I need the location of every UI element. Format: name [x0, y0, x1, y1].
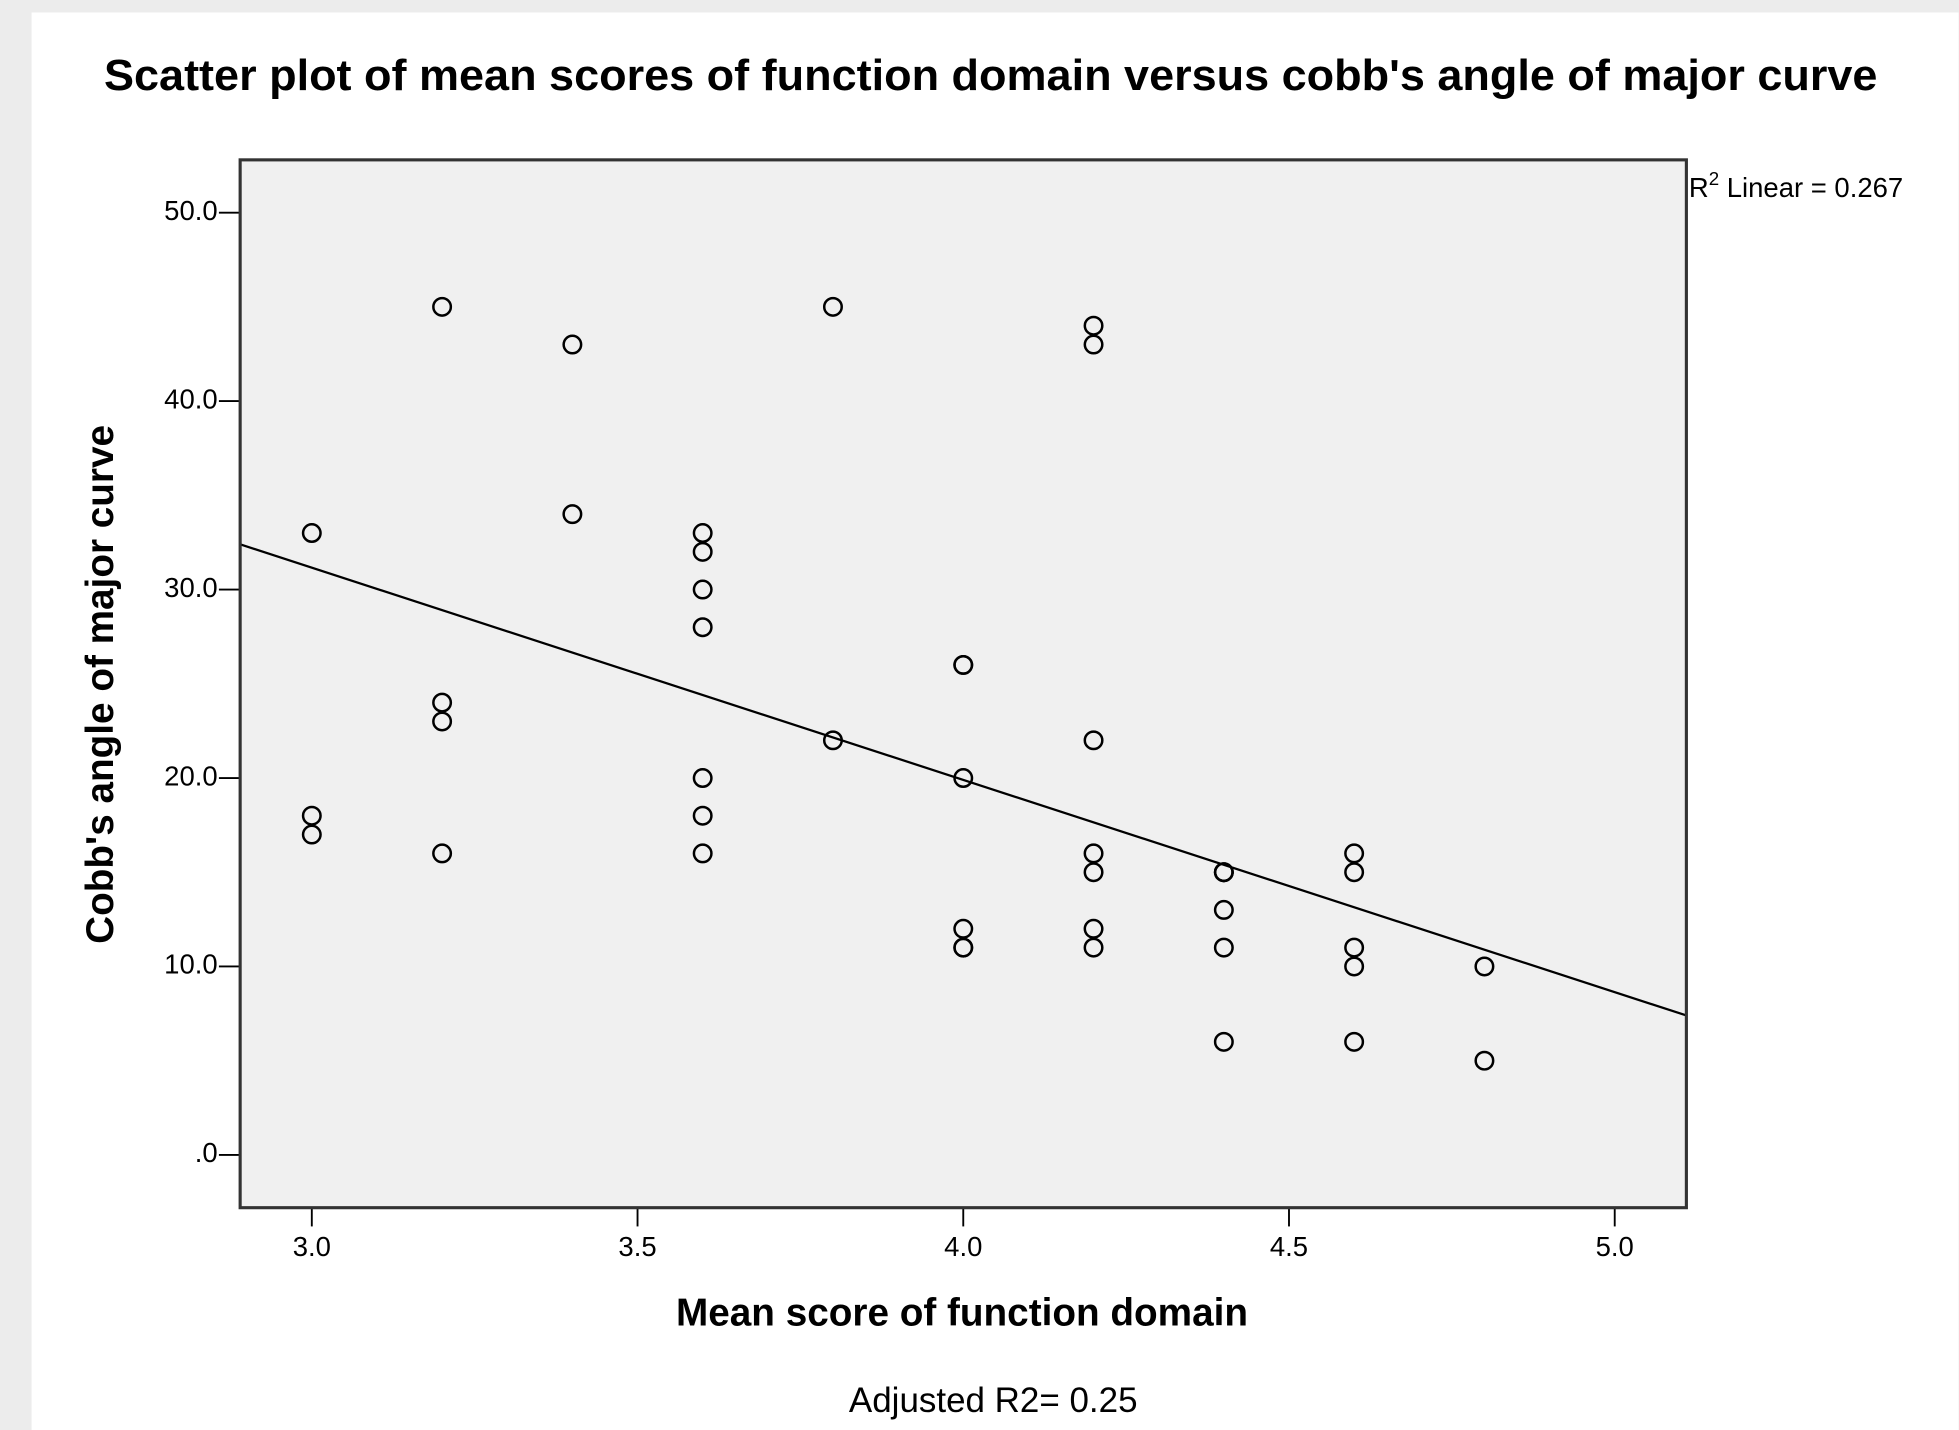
data-point: [692, 768, 713, 788]
x-tick-label: 3.5: [618, 1231, 656, 1262]
data-point: [953, 654, 974, 675]
data-point: [1083, 730, 1104, 751]
data-point: [692, 843, 713, 864]
data-point: [1474, 956, 1495, 977]
x-tick-label: 4.5: [1270, 1231, 1308, 1262]
x-tick-label: 5.0: [1596, 1231, 1634, 1262]
data-point: [562, 334, 583, 355]
data-point: [1344, 937, 1365, 958]
r2-text: Linear = 0.267: [1719, 172, 1903, 203]
data-point: [432, 692, 453, 713]
data-point: [953, 918, 974, 939]
data-point: [301, 523, 322, 544]
y-tick-label: 50.0: [164, 195, 217, 226]
y-tick-label: 40.0: [164, 383, 217, 414]
r2-annotation: R2 Linear = 0.267: [1689, 168, 1903, 203]
y-tick-label: 30.0: [164, 572, 217, 603]
x-axis-title: Mean score of function domain: [676, 1291, 1248, 1334]
data-point: [1083, 315, 1104, 336]
data-point: [1474, 1050, 1495, 1071]
data-point: [1083, 843, 1104, 864]
data-point: [1083, 918, 1104, 939]
data-point: [1213, 862, 1234, 883]
footer-note: Adjusted R2= 0.25: [849, 1381, 1138, 1420]
y-tick-label: 10.0: [164, 949, 217, 980]
data-point: [432, 711, 453, 732]
data-point: [301, 824, 322, 845]
data-point: [1083, 862, 1104, 883]
chart-title: Scatter plot of mean scores of function …: [104, 51, 1877, 100]
data-point: [1344, 862, 1365, 883]
data-point: [1344, 956, 1365, 977]
data-point: [692, 523, 713, 544]
data-point: [692, 617, 713, 638]
data-point: [1083, 937, 1104, 958]
plot-area: [240, 159, 1687, 1208]
data-point: [953, 768, 974, 788]
data-point: [1213, 1031, 1234, 1052]
x-tick-label: 4.0: [944, 1231, 982, 1262]
x-tick-label: 3.0: [293, 1231, 331, 1262]
data-point: [822, 730, 843, 751]
r2-sup: 2: [1709, 168, 1719, 189]
data-point: [1344, 843, 1365, 864]
y-tick-label: 20.0: [164, 760, 217, 791]
data-point: [692, 805, 713, 826]
data-point: [301, 805, 322, 826]
data-point: [1083, 334, 1104, 355]
data-point: [432, 296, 453, 317]
y-axis-title: Cobb's angle of major curve: [79, 425, 122, 944]
data-point: [562, 504, 583, 525]
data-point: [692, 579, 713, 600]
data-point: [1344, 1031, 1365, 1052]
fit-line: [239, 543, 1687, 1017]
data-point: [1213, 899, 1234, 920]
plot-frame: [238, 158, 1688, 1210]
y-tick-label: .0: [195, 1137, 218, 1168]
data-point: [1213, 937, 1234, 958]
data-point: [432, 843, 453, 864]
r2-base: R: [1689, 172, 1709, 203]
data-point: [692, 541, 713, 562]
data-point: [822, 296, 843, 317]
data-point: [953, 937, 974, 958]
